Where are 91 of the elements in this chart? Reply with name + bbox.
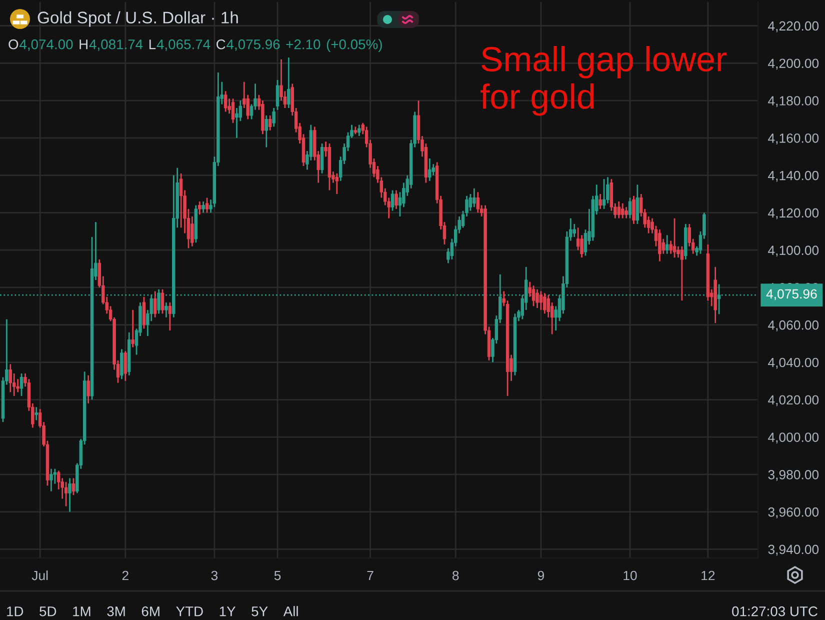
candlestick [8,363,12,393]
y-tick-label: 4,000.00 [768,432,819,444]
candlestick [543,292,546,314]
candlestick [576,226,580,251]
candlestick [168,302,172,332]
candlestick [680,246,684,302]
text: 5Y [252,606,268,616]
candlestick [198,200,202,216]
y-tick-label: 4,180.00 [768,96,819,107]
candlestick [572,223,576,238]
candlestick [264,114,268,148]
candlestick [390,190,394,212]
candlestick [202,200,205,214]
candlestick [472,188,476,208]
candlestick [86,374,90,404]
candlestick [536,288,539,309]
candlestick [72,477,76,496]
y-tick-label: 4,160.00 [768,133,819,144]
candlestick [231,98,235,124]
candlestick [617,200,620,219]
ref-line-label: 4,075.96 [766,289,817,300]
y-tick-label: 4,120.00 [768,208,819,220]
text: All [283,606,298,616]
candlestick [131,309,134,348]
annotation: Small gap lower for gold [480,46,726,116]
x-tick-label: Jul [32,570,48,580]
y-tick-label: 3,980.00 [768,470,819,481]
x-tick-label: 5 [274,570,281,580]
candlestick [658,228,662,262]
y-tick-label: 3,940.00 [768,544,819,556]
x-tick-label: 9 [538,570,544,580]
x-tick-label: 10 [624,570,637,580]
candlestick [272,107,276,128]
candlestick [672,218,676,258]
candlestick [358,124,361,137]
candlestick [153,290,157,318]
candlestick [636,184,640,225]
candlestick [142,296,146,330]
candlestick [120,348,124,380]
candlestick [620,202,624,219]
text: Gold Spot / U.S. Dollar · 1h [38,11,238,27]
y-tick-label: 3,960.00 [768,507,819,518]
x-tick-label: 7 [367,570,374,580]
y-tick-label: 4,020.00 [768,395,819,406]
candlestick [320,142,324,174]
candlestick [160,288,164,314]
candlestick [268,114,272,132]
x-tick-label: 2 [122,570,128,580]
y-tick-label: 4,100.00 [768,246,819,257]
candlestick [205,197,209,214]
candlestick [428,158,432,182]
candlestick [157,288,160,314]
text: 6M [142,606,160,616]
text: O4,074.00 H4,081.74 L4,065.74 C4,075.96 +2.10 (+0.05%) [8,39,382,52]
x-tick-label: 8 [452,570,459,580]
candlestick [665,234,669,255]
y-tick-label: 4,040.00 [768,358,819,369]
text: 01:27:03 UTC [732,606,818,616]
candlestick [224,90,228,112]
candlestick [34,406,38,421]
candlestick [68,477,72,513]
text: 1M [73,606,90,616]
candlestick [632,195,636,225]
y-tick-label: 4,200.00 [768,58,819,70]
candlestick [335,172,339,195]
candlestick [532,284,536,307]
text: 5D [40,606,56,616]
candlestick [235,107,238,139]
text: YTD [176,606,203,616]
y-tick-label: 4,220.00 [768,21,819,32]
candlestick [394,190,398,210]
candlestick [624,206,628,219]
x-tick-label: 12 [702,570,715,580]
candlestick [598,193,602,210]
candlestick [20,372,24,397]
y-tick-label: 4,060.00 [768,320,819,332]
candlestick [287,56,290,109]
candlestick [124,350,128,382]
candlestick [602,178,606,210]
candlestick [539,290,543,311]
text: 1Y [220,606,236,616]
candlestick [64,481,68,507]
candlestick [164,302,168,318]
x-tick-label: 3 [211,570,218,580]
candlestick [476,191,480,214]
y-tick-label: 4,140.00 [768,170,819,182]
text: 3M [107,606,125,616]
candlestick [628,197,632,219]
text: 1D [7,606,24,616]
candlestick [276,79,280,111]
candlestick [50,468,53,492]
